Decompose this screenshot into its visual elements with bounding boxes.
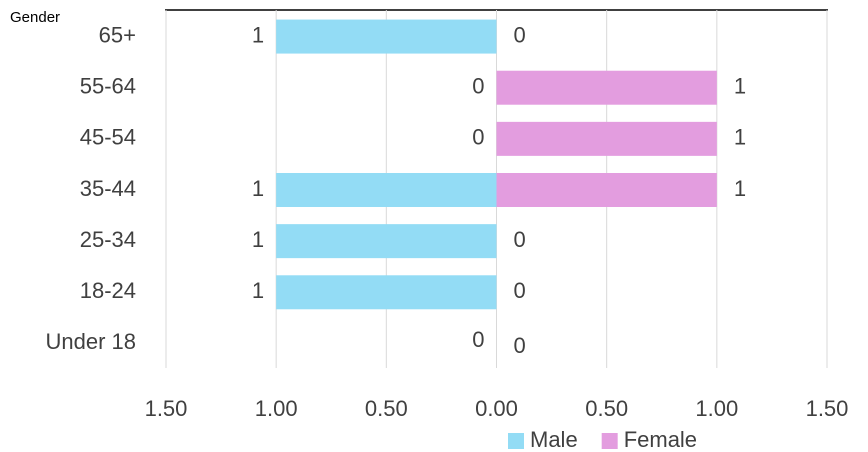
bar xyxy=(276,224,497,259)
data-label: 0 xyxy=(514,278,526,303)
y-tick-label: 55-64 xyxy=(80,74,136,99)
x-tick-label: 1.00 xyxy=(255,396,298,421)
bar xyxy=(496,121,717,156)
legend-swatch xyxy=(601,433,618,449)
bar xyxy=(276,275,497,310)
y-tick-label: Under 18 xyxy=(45,329,136,354)
data-label: 0 xyxy=(472,125,484,150)
bar xyxy=(276,173,497,207)
data-label: 1 xyxy=(734,125,746,150)
data-label: 0 xyxy=(514,22,526,47)
bar xyxy=(496,70,717,105)
data-label: 0 xyxy=(514,227,526,252)
data-label: 1 xyxy=(252,22,264,47)
legend-swatch xyxy=(508,433,524,449)
x-tick-label: 1.00 xyxy=(695,396,738,421)
x-tick-label: 0.50 xyxy=(585,396,628,421)
y-tick-label: 65+ xyxy=(99,22,136,47)
y-tick-label: 25-34 xyxy=(80,227,136,252)
data-label: 1 xyxy=(252,176,264,201)
data-label: 1 xyxy=(252,227,264,252)
x-tick-label: 0.50 xyxy=(365,396,408,421)
bar xyxy=(276,19,497,54)
data-label: 1 xyxy=(734,74,746,99)
data-label: 0 xyxy=(472,74,484,99)
data-label: 1 xyxy=(252,278,264,303)
axis-title: Gender xyxy=(10,9,60,26)
x-tick-label: 1.50 xyxy=(806,396,849,421)
y-tick-label: 45-54 xyxy=(80,125,136,150)
data-label: 0 xyxy=(472,327,484,352)
y-tick-label: 35-44 xyxy=(80,176,136,201)
x-tick-label: 1.50 xyxy=(145,396,188,421)
x-tick-label: 0.00 xyxy=(475,396,518,421)
legend-label: Male xyxy=(530,427,578,452)
data-label: 1 xyxy=(734,176,746,201)
legend-label: Female xyxy=(624,427,697,452)
data-label: 0 xyxy=(514,333,526,358)
bar xyxy=(496,173,717,207)
y-tick-label: 18-24 xyxy=(80,278,136,303)
